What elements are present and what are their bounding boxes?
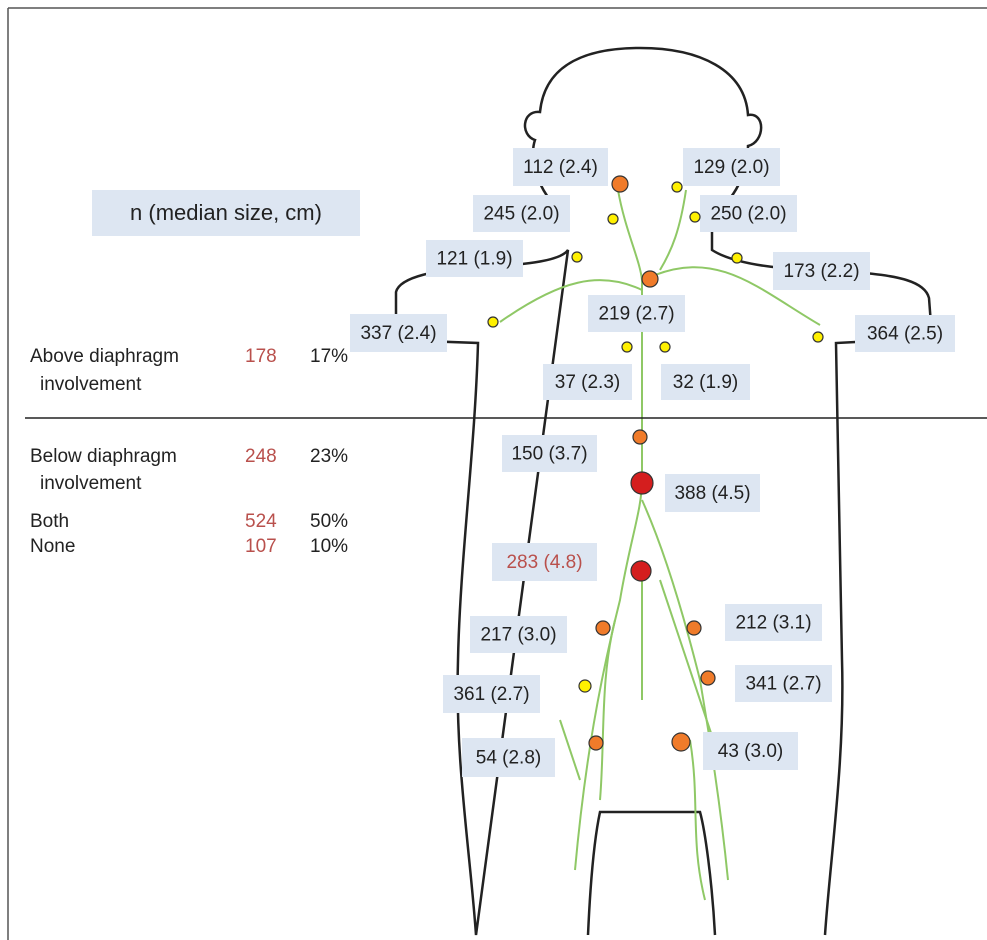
node-label: 388 (4.5) (674, 483, 750, 504)
summary-n: 178 (245, 346, 277, 367)
label-box (725, 604, 822, 641)
lymph-node (686, 620, 702, 636)
lymph-node (607, 213, 619, 225)
lymph-node (641, 270, 659, 288)
node-label: 361 (2.7) (453, 684, 529, 705)
node-label: 217 (3.0) (480, 625, 556, 646)
legend-title: n (median size, cm) (130, 200, 322, 225)
lymph-node (630, 560, 652, 582)
node-label: 112 (2.4) (523, 157, 598, 178)
label-box (502, 435, 597, 472)
node-label: 37 (2.3) (555, 372, 620, 393)
label-box (661, 364, 750, 400)
lymph-node (812, 331, 824, 343)
lymph-node (611, 175, 629, 193)
node-label: 43 (3.0) (718, 741, 783, 762)
summary-pct: 10% (310, 536, 348, 557)
lymph-node (621, 341, 633, 353)
summary-label: Below diaphragm (30, 446, 177, 467)
lymph-node (487, 316, 499, 328)
label-box (855, 315, 955, 352)
label-box (492, 543, 597, 581)
lymph-node (671, 181, 683, 193)
node-label: 150 (3.7) (511, 444, 587, 465)
lymph-node (671, 732, 691, 752)
label-box (462, 738, 555, 777)
summary-pct: 23% (310, 446, 348, 467)
node-label: 212 (3.1) (735, 613, 811, 634)
summary-label: None (30, 536, 75, 557)
label-box (700, 195, 797, 232)
label-box (703, 732, 798, 770)
lymph-node (588, 735, 604, 751)
label-box (543, 364, 632, 400)
label-box (443, 675, 540, 713)
lymph-node (571, 251, 583, 263)
node-label: 341 (2.7) (745, 674, 821, 695)
node-label: 121 (1.9) (436, 249, 512, 270)
label-box (513, 148, 608, 186)
node-label: 283 (4.8) (506, 552, 582, 573)
label-box (470, 616, 567, 653)
label-box (683, 148, 780, 186)
summary-n: 524 (245, 511, 277, 532)
label-box (426, 240, 523, 277)
summary-label: Above diaphragm (30, 346, 179, 367)
node-label: 32 (1.9) (673, 372, 738, 393)
lymph-node (630, 471, 654, 495)
lymph-node (578, 679, 592, 693)
node-label: 364 (2.5) (867, 324, 943, 345)
label-box (588, 295, 685, 332)
summary-pct: 17% (310, 346, 348, 367)
summary-n: 107 (245, 536, 277, 557)
node-label: 250 (2.0) (710, 204, 786, 225)
summary-n: 248 (245, 446, 277, 467)
node-label: 219 (2.7) (598, 304, 674, 325)
label-box (773, 252, 870, 290)
label-box (473, 195, 570, 232)
lymph-node (632, 429, 648, 445)
lymph-node (659, 341, 671, 353)
lymph-node (700, 670, 716, 686)
node-label: 173 (2.2) (783, 261, 859, 282)
node-label: 337 (2.4) (360, 323, 436, 344)
legend-title-box (92, 190, 360, 236)
summary-pct: 50% (310, 511, 348, 532)
summary-label: involvement (40, 374, 142, 395)
lymph-node (595, 620, 611, 636)
lymph-node (689, 211, 701, 223)
label-box (735, 665, 832, 702)
lymph-node (731, 252, 743, 264)
label-box (350, 314, 447, 352)
node-label: 129 (2.0) (693, 157, 769, 178)
node-label: 245 (2.0) (483, 204, 559, 225)
label-box (665, 474, 760, 512)
node-label: 54 (2.8) (476, 748, 541, 769)
summary-label: Both (30, 511, 69, 532)
body-outline (394, 46, 934, 936)
lymph-vessels (499, 189, 821, 901)
summary-label: involvement (40, 473, 142, 494)
